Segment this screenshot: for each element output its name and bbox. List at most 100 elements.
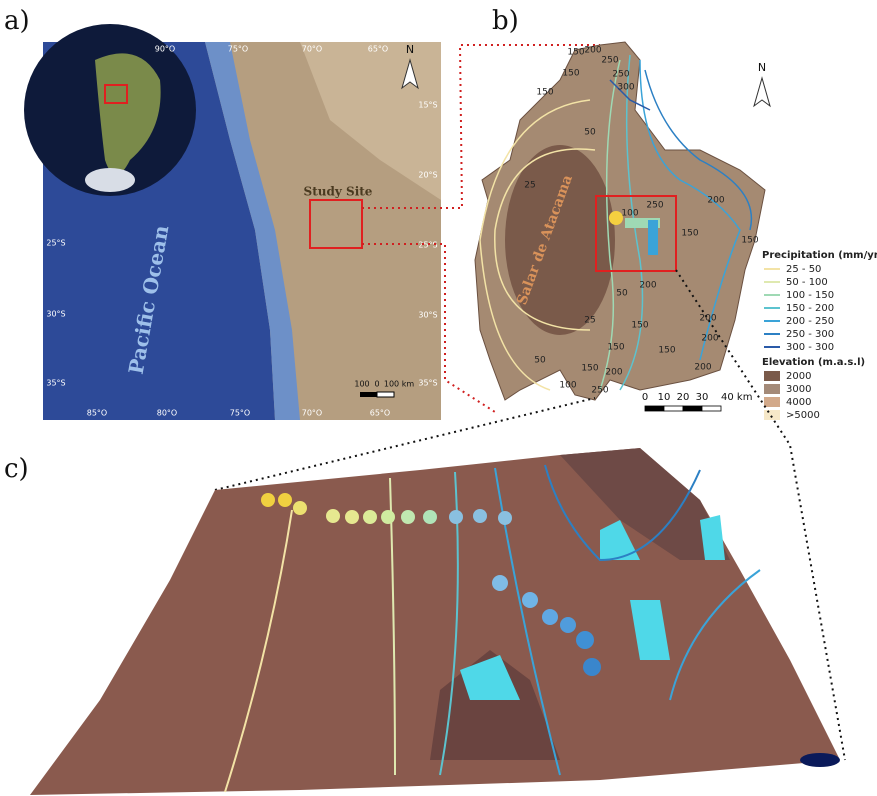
legend-label: 100 - 150 [786, 290, 834, 301]
contour-label: 25 [584, 316, 595, 326]
lagoon [800, 753, 840, 767]
scale-label: 0 [374, 380, 379, 389]
legend-label: 4000 [786, 397, 811, 408]
legend-swatch [764, 371, 780, 381]
contour-label: 150 [536, 88, 553, 98]
sample [542, 609, 558, 625]
contour-label: 150 [567, 48, 584, 58]
sample [473, 509, 487, 523]
contour-label: 100 [621, 209, 638, 219]
scale: 0 10 20 30 40 km [642, 392, 753, 411]
sample [492, 575, 508, 591]
legend-label: 300 - 300 [786, 342, 834, 353]
lat: 15°S [418, 101, 437, 110]
sample [498, 511, 512, 525]
contour-label: 25 [524, 181, 535, 191]
legend-label: >5000 [786, 410, 820, 421]
scale-label: 30 [696, 392, 709, 403]
scale-label: 20 [677, 392, 690, 403]
legend-label: 2000 [786, 371, 811, 382]
panel-label: c) [4, 454, 29, 484]
contour-label: 50 [616, 289, 628, 299]
panel-label: b) [492, 6, 519, 36]
scale-label: 100 km [384, 380, 414, 389]
contour-label: 250 [646, 201, 663, 211]
scale-bar [360, 392, 377, 397]
sample [583, 658, 601, 676]
legend-label: 150 - 200 [786, 303, 834, 314]
legend-swatch [764, 397, 780, 407]
contour-label: 150 [741, 236, 758, 246]
scale-label: 40 km [721, 392, 752, 403]
legend-label: 200 - 250 [786, 316, 834, 327]
scale-label: 10 [658, 392, 671, 403]
contour-label: 200 [584, 46, 601, 56]
lat: 35°S [46, 379, 65, 388]
contour-label: 150 [658, 346, 675, 356]
contour-label: 250 [601, 56, 618, 66]
scale-label: 0 [642, 392, 648, 403]
contour-label: 200 [707, 196, 724, 206]
contour-label: 250 [612, 70, 629, 80]
figure: a) 90°O 75°O 70°O 65°O 85°O 80°O 75°O 70… [0, 0, 877, 796]
antarctica [85, 168, 135, 192]
contour-label: 200 [605, 368, 622, 378]
contour-label: 250 [591, 386, 608, 396]
sample-track [648, 220, 658, 255]
legend-swatch [764, 384, 780, 394]
contour-label: 150 [562, 69, 579, 79]
sample [363, 510, 377, 524]
lon: 65°O [370, 409, 390, 418]
legend-label: 250 - 300 [786, 329, 834, 340]
sample [401, 510, 415, 524]
lon: 70°O [302, 409, 322, 418]
sample [261, 493, 275, 507]
lon: 90°O [155, 45, 175, 54]
lat: 30°S [46, 310, 65, 319]
scale-bar [645, 406, 664, 411]
contour-label: 200 [699, 314, 716, 324]
sample [293, 501, 307, 515]
north-label: N [406, 43, 414, 56]
contour-label: 100 [559, 381, 576, 391]
legend-title: Elevation (m.a.s.l) [762, 357, 865, 368]
lat: 30°S [418, 311, 437, 320]
legend-label: 25 - 50 [786, 264, 821, 275]
site-label: Study Site [304, 185, 373, 199]
contour-label: 200 [694, 363, 711, 373]
contour-label: 150 [607, 343, 624, 353]
sample [326, 509, 340, 523]
lon: 80°O [157, 409, 177, 418]
contour-label: 50 [534, 356, 546, 366]
sample [423, 510, 437, 524]
lat: 20°S [418, 171, 437, 180]
contour-label: 200 [701, 334, 718, 344]
lon: 75°O [228, 45, 248, 54]
contour-label: 300 [617, 83, 634, 93]
sample [449, 510, 463, 524]
scale-bar [702, 406, 721, 411]
north-arrow [754, 78, 770, 106]
lon: 65°O [368, 45, 388, 54]
legend-label: 50 - 100 [786, 277, 828, 288]
contour-label: 50 [584, 128, 596, 138]
panel-label: a) [4, 6, 30, 36]
scale-bar [664, 406, 683, 411]
legend-swatch [764, 410, 780, 420]
sample [381, 510, 395, 524]
lon: 85°O [87, 409, 107, 418]
scale-bar [377, 392, 394, 397]
lon: 75°O [230, 409, 250, 418]
contour-label: 150 [631, 321, 648, 331]
contour-label: 150 [581, 364, 598, 374]
sample [522, 592, 538, 608]
sample [278, 493, 292, 507]
legend-title: Precipitation (mm/yr) [762, 250, 877, 261]
north-label: N [758, 61, 766, 74]
contour-label: 150 [681, 229, 698, 239]
lat: 25°S [46, 239, 65, 248]
lon: 70°O [302, 45, 322, 54]
scale-bar [683, 406, 702, 411]
legend: Precipitation (mm/yr) 25 - 50 50 - 100 100 … [762, 250, 877, 421]
sample [576, 631, 594, 649]
